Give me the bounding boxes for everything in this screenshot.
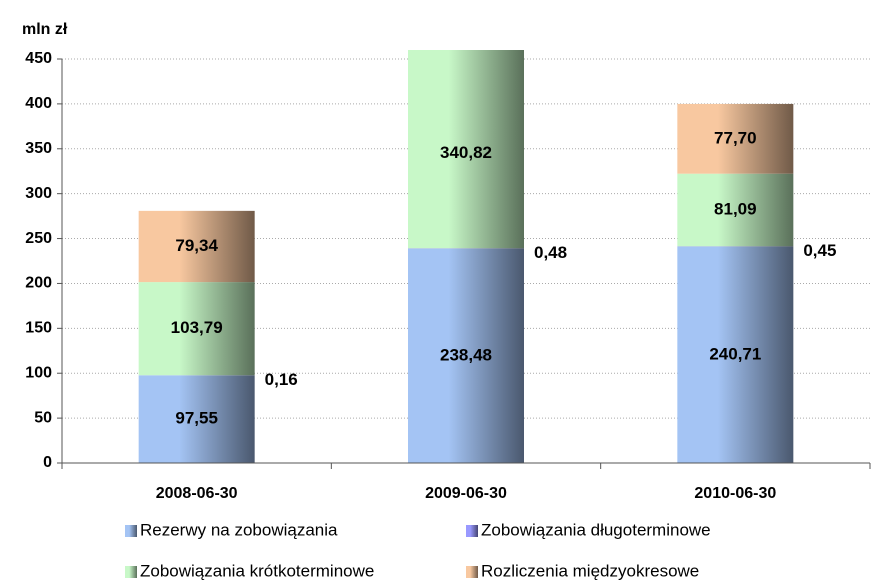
bar-segment <box>677 173 794 247</box>
y-tick-label: 150 <box>25 320 52 337</box>
bar-segment <box>677 103 794 174</box>
value-label: 81,09 <box>714 200 757 219</box>
bar-segment <box>138 282 255 376</box>
value-label: 240,71 <box>709 344 761 363</box>
legend-label: Rezerwy na zobowiązania <box>140 520 338 539</box>
legend-swatch <box>466 525 478 537</box>
legend-swatch <box>125 525 137 537</box>
y-tick-label: 450 <box>25 50 52 67</box>
value-label: 340,82 <box>440 143 492 162</box>
y-tick-label: 300 <box>25 185 52 202</box>
y-tick-label: 200 <box>25 275 52 292</box>
legend-swatch <box>125 566 137 578</box>
legend-label: Rozliczenia międzyokresowe <box>481 561 699 580</box>
bar-segment <box>408 248 524 463</box>
value-label: 77,70 <box>714 128 757 147</box>
value-label: 97,55 <box>175 409 218 428</box>
y-tick-label: 100 <box>25 364 52 381</box>
x-tick-label: 2009-06-30 <box>425 485 507 502</box>
legend-label: Zobowiązania krótkoterminowe <box>140 561 374 580</box>
plot-area <box>138 50 794 463</box>
y-tick-label: 50 <box>34 409 52 426</box>
y-tick-label: 0 <box>43 454 52 471</box>
bar-segment <box>138 375 255 463</box>
y-tick-label: 250 <box>25 230 52 247</box>
value-label: 79,34 <box>175 236 218 255</box>
legend-swatch <box>466 566 478 578</box>
x-tick-label: 2008-06-30 <box>156 485 238 502</box>
y-tick-label: 350 <box>25 140 52 157</box>
y-axis-label: mln zł <box>22 21 68 38</box>
value-label: 0,48 <box>534 243 567 262</box>
y-tick-label: 400 <box>25 95 52 112</box>
value-label: 103,79 <box>171 318 223 337</box>
legend-label: Zobowiązania długoterminowe <box>481 520 711 539</box>
bar-segment <box>138 210 255 283</box>
x-tick-label: 2010-06-30 <box>694 485 776 502</box>
value-label: 0,16 <box>265 370 298 389</box>
value-label: 238,48 <box>440 345 492 364</box>
bar-segment <box>408 50 524 249</box>
value-label: 0,45 <box>803 241 836 260</box>
bar-segment <box>677 246 794 463</box>
